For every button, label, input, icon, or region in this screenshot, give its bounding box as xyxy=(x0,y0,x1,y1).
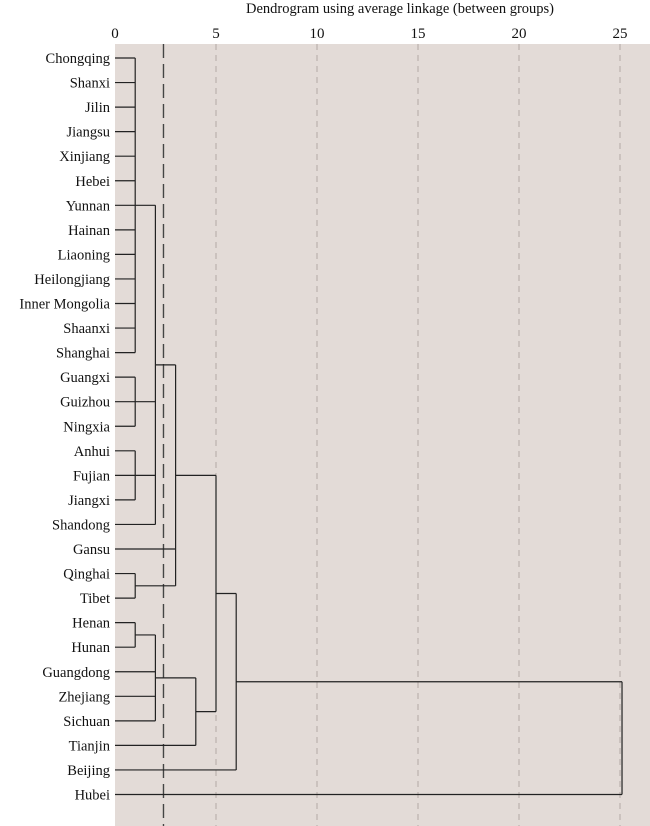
leaf-label: Ningxia xyxy=(63,419,110,435)
leaf-label: Guangxi xyxy=(60,370,110,386)
leaf-label: Jiangsu xyxy=(67,125,111,141)
leaf-label: Hunan xyxy=(71,640,110,656)
leaf-label: Guizhou xyxy=(60,395,110,411)
leaf-label: Shandong xyxy=(52,517,110,533)
x-tick-label: 25 xyxy=(613,26,628,42)
x-tick-label: 20 xyxy=(512,26,527,42)
leaf-label: Tianjin xyxy=(69,738,111,754)
leaf-label: Zhejiang xyxy=(58,689,110,705)
leaf-label: Qinghai xyxy=(63,567,110,583)
leaf-label: Beijing xyxy=(67,763,110,779)
leaf-label: Tibet xyxy=(80,591,110,607)
x-tick-label: 10 xyxy=(310,26,325,42)
leaf-label: Inner Mongolia xyxy=(19,297,110,313)
leaf-label: Yunnan xyxy=(66,198,111,214)
plot-background xyxy=(115,44,650,826)
leaf-label: Chongqing xyxy=(46,51,110,67)
leaf-label: Shanxi xyxy=(70,76,110,92)
leaf-label: Fujian xyxy=(73,468,111,484)
leaf-label: Shaanxi xyxy=(63,321,110,337)
leaf-label: Jiangxi xyxy=(68,493,110,509)
leaf-label: Liaoning xyxy=(58,247,110,263)
leaf-label: Heilongjiang xyxy=(34,272,110,288)
leaf-label: Gansu xyxy=(73,542,110,558)
chart-title: Dendrogram using average linkage (betwee… xyxy=(245,1,554,17)
leaf-label: Jilin xyxy=(85,100,111,116)
leaf-label: Shanghai xyxy=(56,346,110,362)
leaf-label: Sichuan xyxy=(63,714,110,730)
x-tick-label: 0 xyxy=(111,26,119,42)
leaf-label: Guangdong xyxy=(42,665,110,681)
leaf-label: Hainan xyxy=(68,223,111,239)
leaf-label: Xinjiang xyxy=(59,149,110,165)
x-tick-label: 5 xyxy=(212,26,220,42)
leaf-label: Hebei xyxy=(75,174,110,190)
x-tick-label: 15 xyxy=(411,26,426,42)
leaf-label: Hubei xyxy=(75,788,110,804)
leaf-label: Anhui xyxy=(74,444,110,460)
leaf-label: Henan xyxy=(72,616,111,632)
